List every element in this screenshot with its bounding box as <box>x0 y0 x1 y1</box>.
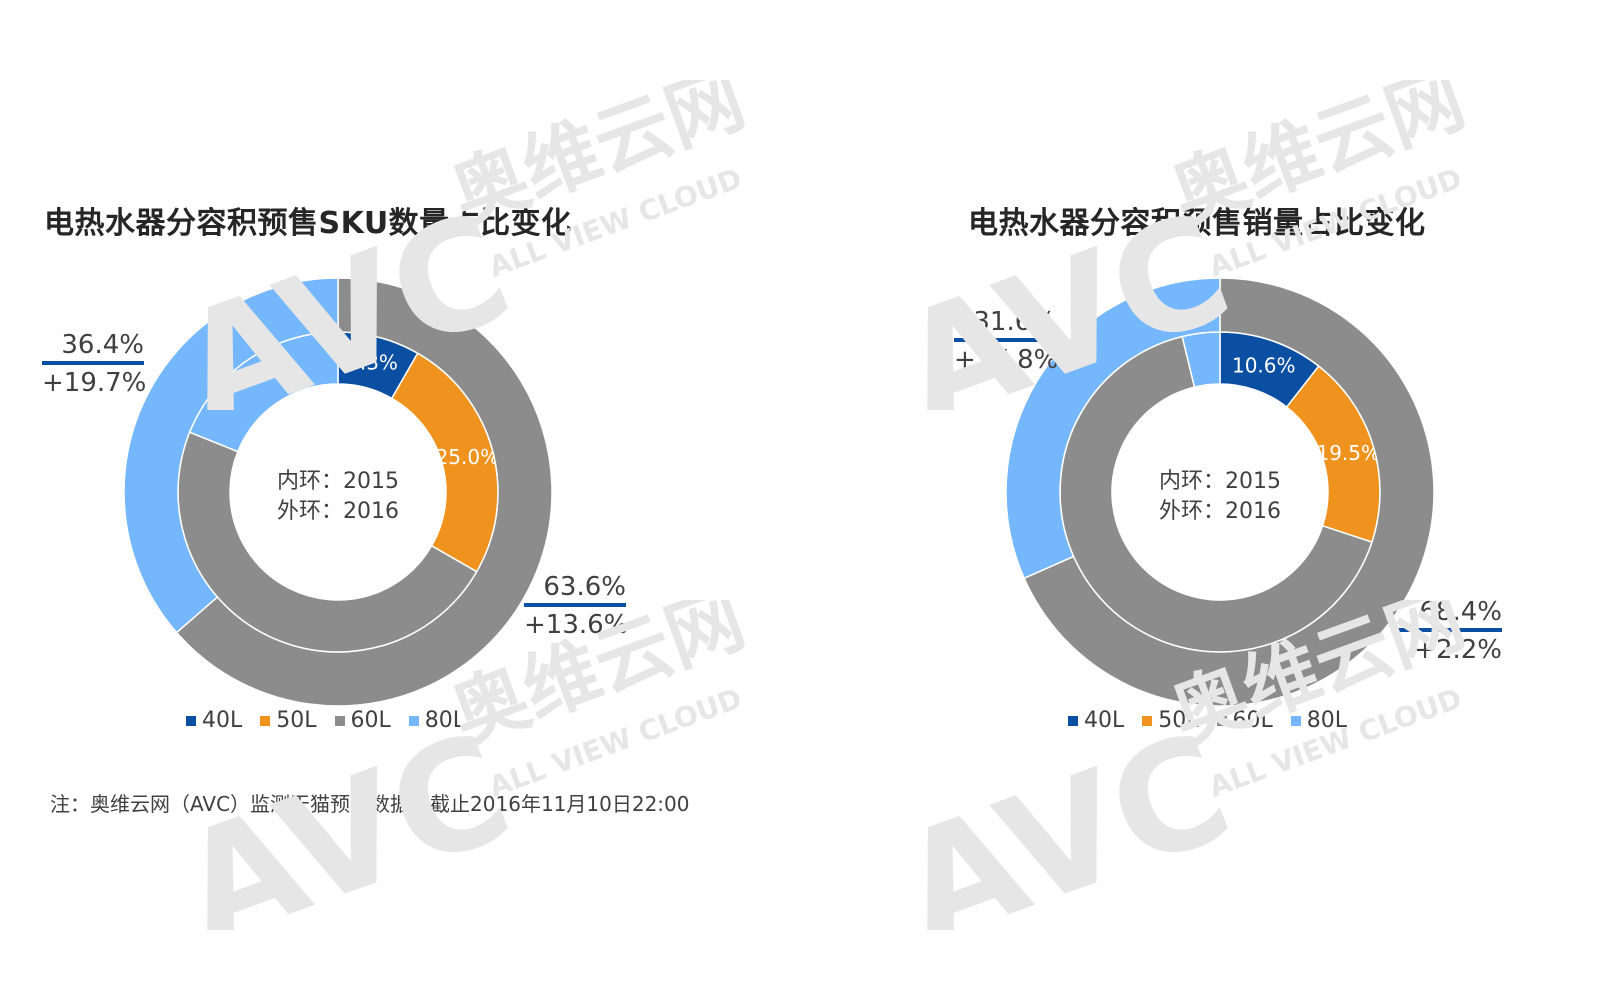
legend-swatch <box>1216 715 1227 726</box>
chart-panel-sku: 电热水器分容积预售SKU数量占比变化 8.3% 25.0% 内环：2015 外环：20… <box>42 206 629 733</box>
callout-change: +27.8% <box>954 345 1059 375</box>
callout-80l: 31.6% +27.8% <box>954 306 1059 376</box>
center-label-2: 外环：2016 <box>277 499 399 524</box>
legend-item-40l: 40L <box>1068 708 1124 733</box>
callout-pct: 68.4% <box>1419 597 1502 627</box>
callout-pct: 63.6% <box>543 572 626 602</box>
legend-swatch <box>1290 715 1301 726</box>
callout-underline <box>954 338 1056 342</box>
slice-outer-60l <box>1023 277 1435 707</box>
center-label-2: 外环：2016 <box>1159 499 1281 524</box>
legend: 40L 50L 60L 80L <box>186 708 465 733</box>
legend-swatch <box>186 715 196 726</box>
legend: 40L 50L 60L 80L <box>1068 708 1347 733</box>
callout-underline <box>1398 628 1502 632</box>
legend-swatch <box>1142 715 1153 726</box>
legend-swatch <box>260 715 271 726</box>
footnote: 注：奥维云网（AVC）监测天猫预售数据，截止2016年11月10日22:00 <box>50 792 690 816</box>
slice-label-50l: 25.0% <box>436 445 500 469</box>
callout-60l: 68.4% +2.2% <box>1398 596 1502 666</box>
callout-change: +13.6% <box>524 610 629 640</box>
slice-outer-80l <box>1005 277 1221 580</box>
slice-label-40l: 8.3% <box>347 351 398 375</box>
callout-pct: 36.4% <box>61 330 144 360</box>
donut-chart-sales: 10.6% 19.5% 内环：2015 外环：2016 <box>1005 277 1435 707</box>
legend-item-50l: 50L <box>260 708 317 733</box>
slice-outer-60l <box>175 277 553 707</box>
slice-outer-80l <box>123 277 339 634</box>
center-label-1: 内环：2015 <box>277 469 399 494</box>
legend-item-80l: 80L <box>1290 708 1347 733</box>
legend-swatch <box>334 715 345 726</box>
callout-60l: 63.6% +13.6% <box>524 571 629 641</box>
legend-item-60l: 60L <box>334 708 391 733</box>
legend-item-50l: 50L <box>1142 708 1199 733</box>
slice-label-40l: 10.6% <box>1232 353 1296 377</box>
callout-change: +19.7% <box>42 368 147 398</box>
callout-change: +2.2% <box>1414 635 1502 665</box>
legend-item-40l: 40L <box>186 708 242 733</box>
chart-panel-sales: 电热水器分容积预售销量占比变化 10.6% 19.5% 内环：2015 外环：2016… <box>800 0 1600 994</box>
legend-swatch <box>408 715 419 726</box>
legend-item-60l: 60L <box>1216 708 1273 733</box>
slice-label-50l: 19.5% <box>1316 441 1380 465</box>
chart-title: 电热水器分容积预售SKU数量占比变化 <box>44 206 572 241</box>
legend-item-80l: 80L <box>408 708 465 733</box>
center-label-1: 内环：2015 <box>1159 469 1281 494</box>
callout-pct: 31.6% <box>973 307 1056 337</box>
callout-underline <box>42 361 144 365</box>
callout-80l: 36.4% +19.7% <box>42 329 147 399</box>
chart-title: 电热水器分容积预售销量占比变化 <box>968 206 1426 241</box>
legend-swatch <box>1068 715 1078 726</box>
donut-chart-sku: 8.3% 25.0% 内环：2015 外环：2016 <box>123 277 553 707</box>
callout-underline <box>524 603 626 607</box>
